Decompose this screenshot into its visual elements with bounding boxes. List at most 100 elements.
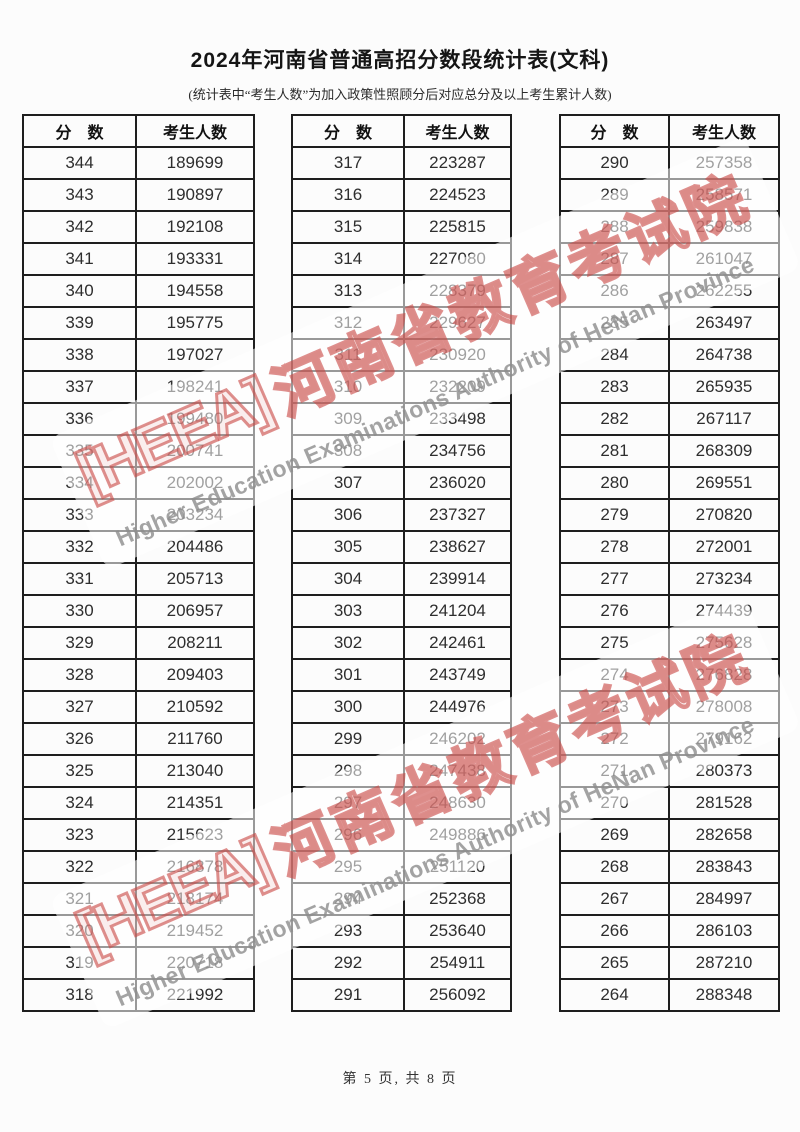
- score-cell: 310: [291, 370, 405, 404]
- score-cell: 325: [22, 754, 137, 788]
- header-row: 分 数 考生人数: [559, 114, 780, 148]
- score-cell: 307: [291, 466, 405, 500]
- table-row: 318 221992: [22, 978, 255, 1012]
- score-cell: 285: [559, 306, 670, 340]
- score-header: 分 数: [291, 114, 405, 148]
- table-row: 315 225815: [291, 210, 512, 244]
- table-row: 321 218174: [22, 882, 255, 916]
- score-cell: 293: [291, 914, 405, 948]
- count-cell: 273234: [668, 562, 780, 596]
- score-cell: 279: [559, 498, 670, 532]
- table-row: 338 197027: [22, 338, 255, 372]
- table-row: 301 243749: [291, 658, 512, 692]
- page-number: 第 5 页, 共 8 页: [342, 1072, 458, 1087]
- score-cell: 287: [559, 242, 670, 276]
- count-cell: 241204: [403, 594, 512, 628]
- table-row: 316 224523: [291, 178, 512, 212]
- table-row: 282 267117: [559, 402, 780, 436]
- score-cell: 321: [22, 882, 137, 916]
- table-row: 306 237327: [291, 498, 512, 532]
- count-cell: 280373: [668, 754, 780, 788]
- score-cell: 273: [559, 690, 670, 724]
- count-cell: 268309: [668, 434, 780, 468]
- count-cell: 199480: [135, 402, 255, 436]
- count-cell: 269551: [668, 466, 780, 500]
- score-cell: 312: [291, 306, 405, 340]
- table-row: 323 215623: [22, 818, 255, 852]
- table-row: 298 247438: [291, 754, 512, 788]
- score-cell: 333: [22, 498, 137, 532]
- score-cell: 334: [22, 466, 137, 500]
- table-row: 344 189699: [22, 146, 255, 180]
- score-cell: 277: [559, 562, 670, 596]
- header-row: 分 数 考生人数: [22, 114, 255, 148]
- count-cell: 189699: [135, 146, 255, 180]
- table-row: 269 282658: [559, 818, 780, 852]
- table-row: 303 241204: [291, 594, 512, 628]
- count-cell: 242461: [403, 626, 512, 660]
- count-cell: 256092: [403, 978, 512, 1012]
- table-row: 299 246202: [291, 722, 512, 756]
- score-cell: 336: [22, 402, 137, 436]
- table-row: 300 244976: [291, 690, 512, 724]
- score-cell: 326: [22, 722, 137, 756]
- count-header: 考生人数: [135, 114, 255, 148]
- count-cell: 262255: [668, 274, 780, 308]
- table-row: 317 223287: [291, 146, 512, 180]
- table-row: 280 269551: [559, 466, 780, 500]
- table-row: 290 257358: [559, 146, 780, 180]
- table-row: 283 265935: [559, 370, 780, 404]
- count-cell: 282658: [668, 818, 780, 852]
- count-cell: 223287: [403, 146, 512, 180]
- count-cell: 248630: [403, 786, 512, 820]
- count-cell: 272001: [668, 530, 780, 564]
- table-row: 304 239914: [291, 562, 512, 596]
- count-cell: 204486: [135, 530, 255, 564]
- count-cell: 258571: [668, 178, 780, 212]
- table-row: 265 287210: [559, 946, 780, 980]
- score-cell: 268: [559, 850, 670, 884]
- count-cell: 278008: [668, 690, 780, 724]
- count-cell: 227080: [403, 242, 512, 276]
- score-cell: 306: [291, 498, 405, 532]
- count-cell: 206957: [135, 594, 255, 628]
- count-cell: 192108: [135, 210, 255, 244]
- count-cell: 215623: [135, 818, 255, 852]
- table-row: 294 252368: [291, 882, 512, 916]
- count-cell: 194558: [135, 274, 255, 308]
- table-row: 310 232209: [291, 370, 512, 404]
- table-row: 291 256092: [291, 978, 512, 1012]
- score-cell: 305: [291, 530, 405, 564]
- count-cell: 281528: [668, 786, 780, 820]
- score-cell: 278: [559, 530, 670, 564]
- table-row: 332 204486: [22, 530, 255, 564]
- count-cell: 249886: [403, 818, 512, 852]
- count-cell: 284997: [668, 882, 780, 916]
- table-row: 311 230920: [291, 338, 512, 372]
- score-cell: 292: [291, 946, 405, 980]
- score-cell: 317: [291, 146, 405, 180]
- table-row: 305 238627: [291, 530, 512, 564]
- score-cell: 286: [559, 274, 670, 308]
- count-cell: 286103: [668, 914, 780, 948]
- count-cell: 274439: [668, 594, 780, 628]
- score-cell: 324: [22, 786, 137, 820]
- count-cell: 251120: [403, 850, 512, 884]
- score-cell: 315: [291, 210, 405, 244]
- score-cell: 308: [291, 434, 405, 468]
- score-cell: 309: [291, 402, 405, 436]
- table-row: 331 205713: [22, 562, 255, 596]
- table-row: 296 249886: [291, 818, 512, 852]
- count-cell: 224523: [403, 178, 512, 212]
- count-cell: 218174: [135, 882, 255, 916]
- count-cell: 234756: [403, 434, 512, 468]
- score-cell: 327: [22, 690, 137, 724]
- table-row: 337 198241: [22, 370, 255, 404]
- page-subtitle: (统计表中“考生人数”为加入政策性照顾分后对应总分及以上考生累计人数): [188, 87, 612, 102]
- score-cell: 314: [291, 242, 405, 276]
- count-cell: 287210: [668, 946, 780, 980]
- score-cell: 283: [559, 370, 670, 404]
- count-cell: 276828: [668, 658, 780, 692]
- score-cell: 267: [559, 882, 670, 916]
- score-cell: 344: [22, 146, 137, 180]
